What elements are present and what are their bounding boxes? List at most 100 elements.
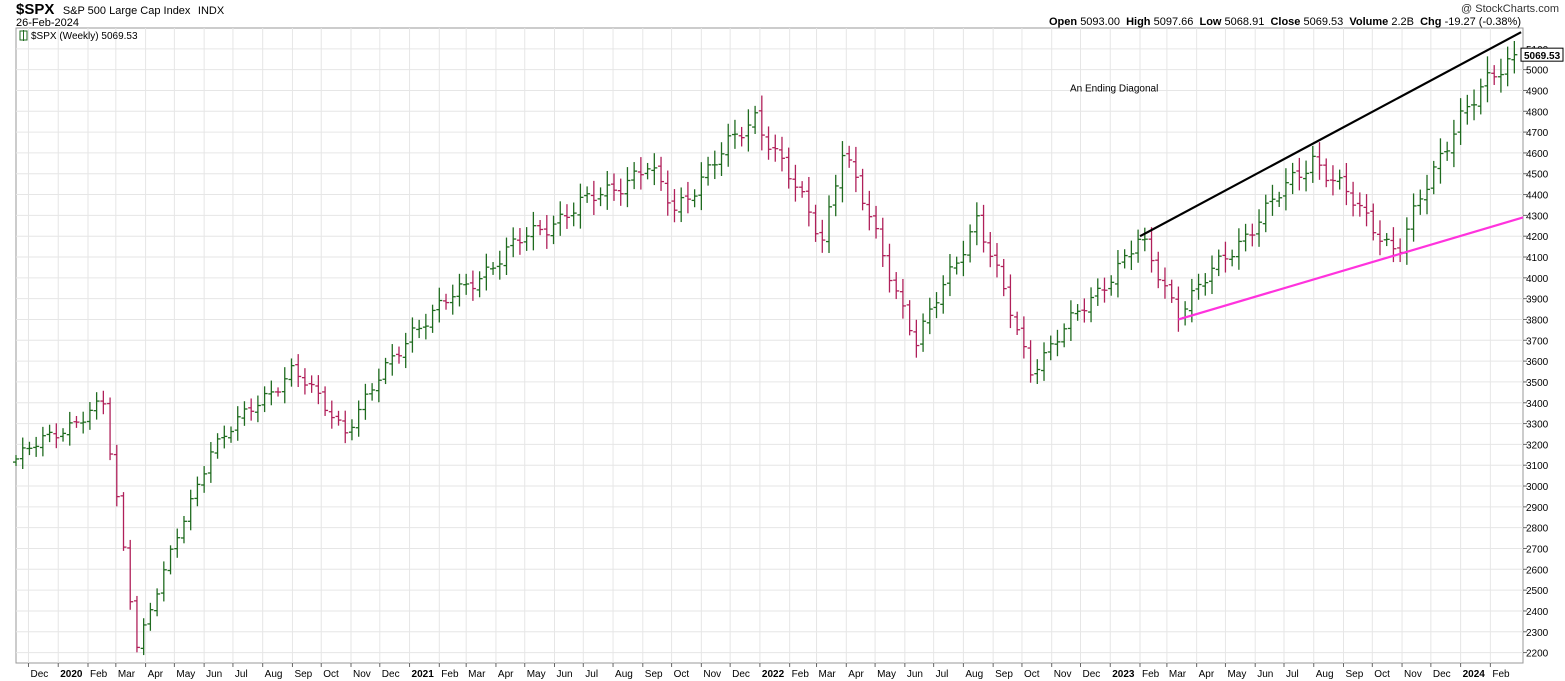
ohlc-bar	[355, 400, 362, 437]
ohlc-bar	[1108, 275, 1115, 296]
y-tick-label: 4300	[1526, 211, 1549, 222]
x-tick-label: Sep	[1346, 669, 1364, 680]
ohlc-bar	[873, 205, 880, 239]
ohlc-bar	[711, 150, 718, 180]
ohlc-bar	[234, 406, 241, 441]
ohlc-bar	[1088, 287, 1095, 323]
ohlc-bar	[281, 367, 288, 404]
ohlc-bar	[348, 419, 355, 441]
ohlc-bar	[436, 287, 443, 323]
ohlc-bar	[476, 271, 483, 298]
ohlc-bar	[362, 383, 369, 420]
ohlc-bar	[1242, 223, 1249, 252]
ohlc-bar	[167, 545, 174, 575]
ohlc-bar	[577, 183, 584, 229]
y-tick-label: 2300	[1526, 628, 1549, 639]
x-tick-label: Nov	[353, 669, 371, 680]
title-row: $SPX S&P 500 Large Cap Index INDX	[16, 1, 224, 18]
x-tick-label: Feb	[1142, 669, 1160, 680]
ohlc-bar	[893, 272, 900, 300]
ohlc-bar	[1477, 78, 1484, 115]
ohlc-bar	[879, 217, 886, 267]
ohlc-bar	[308, 375, 315, 393]
ohlc-bar	[617, 178, 624, 206]
ohlc-bar	[913, 319, 920, 358]
ohlc-bar	[1350, 181, 1357, 217]
ohlc-bar	[463, 273, 470, 295]
ohlc-bar	[107, 397, 114, 461]
ohlc-bar	[127, 539, 134, 610]
price-bars	[13, 40, 1518, 656]
ohlc-bar	[832, 174, 839, 217]
ohlc-bar	[859, 168, 866, 211]
ohlc-bar	[1229, 249, 1236, 267]
ohlc-bar	[66, 411, 73, 446]
ohlc-bar	[1020, 316, 1027, 359]
x-tick-label: May	[877, 669, 896, 680]
x-tick-label: 2020	[60, 669, 83, 680]
x-tick-label: Jun	[1257, 669, 1273, 680]
ohlc-bar	[1343, 162, 1350, 206]
trendlines	[1139, 31, 1524, 321]
ohlc-bar	[13, 455, 19, 467]
trendline-lower	[1178, 216, 1524, 321]
ohlc-bar	[93, 392, 100, 420]
x-tick-label: 2023	[1112, 669, 1135, 680]
open-value: 5093.00	[1080, 16, 1120, 28]
ohlc-bar	[295, 354, 302, 388]
x-tick-label: Jul	[1286, 669, 1299, 680]
x-tick-label: Mar	[468, 669, 486, 680]
ohlc-bar	[1128, 240, 1135, 270]
ohlc-bar	[375, 368, 382, 403]
volume-label: Volume	[1349, 16, 1389, 28]
ohlc-bar	[1121, 249, 1128, 269]
y-tick-label: 2200	[1526, 649, 1549, 660]
ohlc-bar	[1370, 203, 1377, 241]
ohlc-bar	[449, 284, 456, 315]
ohlc-bar	[1027, 340, 1034, 383]
trendline-upper	[1139, 31, 1522, 238]
ohlc-bar	[1296, 157, 1303, 191]
ohlc-bar	[933, 292, 940, 319]
ohlc-bar	[886, 243, 893, 293]
ohlc-bar	[899, 278, 906, 319]
ohlc-bar	[516, 228, 523, 255]
y-tick-label: 3000	[1526, 482, 1549, 493]
last-price-box: 5069.53	[1520, 47, 1564, 62]
y-tick-label: 3700	[1526, 336, 1549, 347]
ohlc-bar	[631, 162, 638, 190]
high-value: 5097.66	[1153, 16, 1194, 28]
ohlc-bar	[39, 426, 46, 457]
ohlc-bar	[1437, 138, 1444, 184]
ohlc-bar	[637, 157, 644, 190]
ohlc-bar	[402, 332, 409, 369]
ohlc-bar	[1175, 286, 1182, 332]
ohlc-bar	[194, 476, 201, 507]
ohlc-bar	[1282, 168, 1289, 211]
x-tick-label: Nov	[703, 669, 721, 680]
ohlc-bar	[1329, 165, 1336, 196]
ohlc-bar	[1444, 141, 1451, 161]
ohlc-bar	[147, 602, 154, 631]
ohlc-bar	[523, 227, 530, 251]
ohlc-bar	[510, 227, 517, 258]
ohlc-bar	[987, 231, 994, 268]
x-tick-label: Dec	[1433, 669, 1451, 680]
ohlc-bar	[1289, 162, 1296, 195]
x-tick-label: Feb	[90, 669, 108, 680]
y-tick-label: 3500	[1526, 378, 1549, 389]
ohlc-bar	[684, 181, 691, 214]
x-tick-label: Jun	[556, 669, 572, 680]
ohlc-bar	[604, 170, 611, 210]
ohlc-bar	[537, 220, 544, 236]
ohlc-bar	[1410, 193, 1417, 242]
ohlc-bar	[1450, 119, 1457, 168]
ohlc-bar	[1141, 227, 1148, 252]
x-axis: Dec 2020 Feb Mar Apr May Jun Jul Aug Sep Oct Nov Dec…	[27, 663, 1510, 680]
legend: $SPX (Weekly) 5069.53	[19, 30, 138, 42]
ohlc-bar	[1094, 278, 1101, 306]
ohlc-bar	[322, 386, 329, 416]
ohlc-bar	[678, 187, 685, 223]
ohlc-bar	[342, 410, 349, 444]
